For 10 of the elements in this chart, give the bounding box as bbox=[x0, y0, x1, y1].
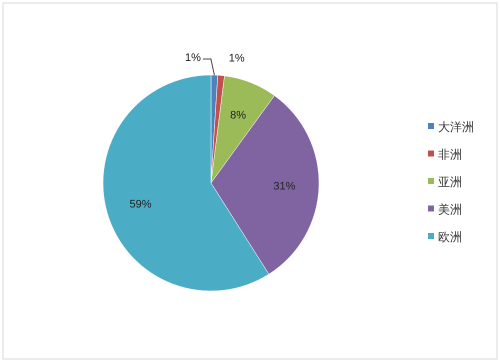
data-label: 59% bbox=[129, 198, 152, 210]
legend-label: 欧洲 bbox=[438, 230, 462, 244]
legend-label: 大洋洲 bbox=[438, 120, 474, 134]
legend-label: 美洲 bbox=[438, 202, 462, 216]
legend-label: 非洲 bbox=[438, 148, 462, 162]
data-label: 1% bbox=[228, 52, 245, 65]
legend-label: 亚洲 bbox=[438, 175, 462, 189]
data-label: 1% bbox=[184, 52, 202, 64]
data-label: 31% bbox=[273, 180, 296, 192]
data-label: 8% bbox=[230, 110, 246, 122]
